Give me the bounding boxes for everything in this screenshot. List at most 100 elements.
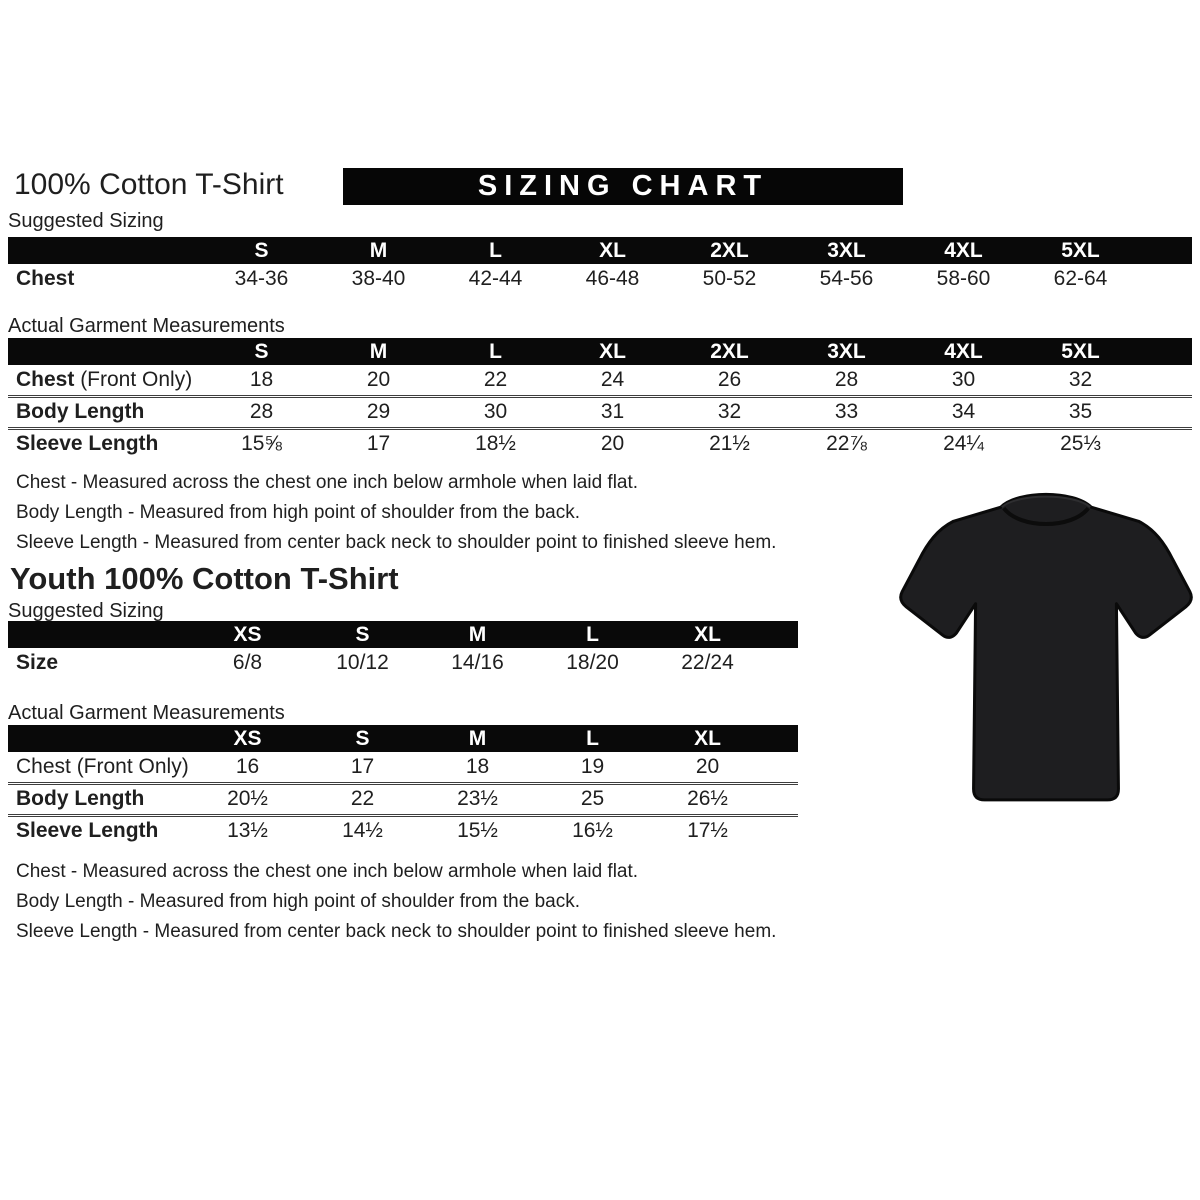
row-fill xyxy=(765,648,798,678)
youth-section-title: Youth 100% Cotton T-Shirt xyxy=(10,561,399,596)
size-column-header: XL xyxy=(694,623,721,646)
measurement-note: Chest - Measured across the chest one in… xyxy=(16,472,639,493)
adult-sleeve-length-row: Sleeve Length 15⅝ 17 18½ 20 21½ 22⅞ 24¼ … xyxy=(8,427,1192,459)
value-cell: 32 xyxy=(1068,368,1093,391)
row-label: Sleeve Length xyxy=(16,432,159,455)
row-label: Chest xyxy=(16,267,75,290)
value-cell: 18/20 xyxy=(566,651,619,674)
youth-actual-measurements-label: Actual Garment Measurements xyxy=(8,702,285,724)
size-column-header: L xyxy=(586,623,599,646)
size-column-header: L xyxy=(489,239,502,262)
measurement-note: Sleeve Length - Measured from center bac… xyxy=(16,921,777,942)
value-cell: 25 xyxy=(580,787,605,810)
value-cell: 31 xyxy=(600,400,625,423)
value-cell: 35 xyxy=(1068,400,1093,423)
youth-sleeve-length-row: Sleeve Length 13½ 14½ 15½ 16½ 17½ xyxy=(8,814,798,846)
value-cell: 58-60 xyxy=(936,267,991,290)
value-cell: 34-36 xyxy=(234,267,289,290)
row-label: Size xyxy=(16,651,59,674)
row-fill xyxy=(765,817,798,846)
size-column-header: M xyxy=(468,727,487,750)
adult-actual-measurements-label: Actual Garment Measurements xyxy=(8,315,285,337)
adult-body-length-row: Body Length 28 29 30 31 32 33 34 35 xyxy=(8,395,1192,427)
measurement-note: Body Length - Measured from high point o… xyxy=(16,502,580,523)
value-cell: 54-56 xyxy=(819,267,874,290)
value-cell: 20½ xyxy=(227,787,268,810)
value-cell: 23½ xyxy=(457,787,498,810)
row-label: Chest (Front Only) xyxy=(16,755,189,778)
value-cell: 22 xyxy=(350,787,375,810)
size-column-header: XL xyxy=(599,239,626,262)
value-cell: 28 xyxy=(249,400,274,423)
measurement-note: Chest - Measured across the chest one in… xyxy=(16,861,639,882)
value-cell: 24 xyxy=(600,368,625,391)
value-cell: 30 xyxy=(483,400,508,423)
size-column-header: XS xyxy=(233,623,262,646)
black-tshirt-image xyxy=(895,477,1197,815)
value-cell: 26 xyxy=(717,368,742,391)
row-fill xyxy=(1139,365,1192,395)
value-cell: 21½ xyxy=(709,432,750,455)
value-cell: 42-44 xyxy=(468,267,523,290)
row-label: Body Length xyxy=(16,787,145,810)
value-cell: 34 xyxy=(951,400,976,423)
value-cell: 18 xyxy=(465,755,490,778)
size-column-header: XS xyxy=(233,727,262,750)
size-column-header: XL xyxy=(694,727,721,750)
youth-suggested-header-row: XS S M L XL xyxy=(8,621,798,648)
value-cell: 22/24 xyxy=(681,651,734,674)
value-cell: 20 xyxy=(366,368,391,391)
size-column-header: 2XL xyxy=(710,239,749,262)
row-label: Chest (Front Only) xyxy=(16,368,193,391)
header-spacer xyxy=(8,725,190,752)
value-cell: 13½ xyxy=(227,819,268,842)
adult-chest-row: Chest 34-36 38-40 42-44 46-48 50-52 54-5… xyxy=(8,264,1192,294)
adult-chest-front-row: Chest (Front Only) 18 20 22 24 26 28 30 … xyxy=(8,365,1192,395)
size-column-header: 4XL xyxy=(944,340,983,363)
measurement-note: Sleeve Length - Measured from center bac… xyxy=(16,532,777,553)
value-cell: 33 xyxy=(834,400,859,423)
sizing-chart-banner: SIZING CHART xyxy=(343,168,903,205)
value-cell: 14/16 xyxy=(451,651,504,674)
value-cell: 50-52 xyxy=(702,267,757,290)
value-cell: 16 xyxy=(235,755,260,778)
value-cell: 17½ xyxy=(687,819,728,842)
value-cell: 26½ xyxy=(687,787,728,810)
header-spacer xyxy=(8,621,190,648)
value-cell: 22⅞ xyxy=(826,432,867,455)
header-fill xyxy=(765,725,798,752)
value-cell: 17 xyxy=(366,432,391,455)
value-cell: 62-64 xyxy=(1053,267,1108,290)
row-label: Sleeve Length xyxy=(16,819,159,842)
row-fill xyxy=(1139,398,1192,427)
value-cell: 6/8 xyxy=(232,651,263,674)
youth-actual-header-row: XS S M L XL xyxy=(8,725,798,752)
row-label: Body Length xyxy=(16,400,145,423)
sizing-chart-content: 100% Cotton T-Shirt SIZING CHART Suggest… xyxy=(8,167,1192,947)
adult-suggested-sizing-label: Suggested Sizing xyxy=(8,210,164,232)
adult-measurement-notes: Chest - Measured across the chest one in… xyxy=(8,468,1192,558)
size-column-header: L xyxy=(586,727,599,750)
value-cell: 17 xyxy=(350,755,375,778)
value-cell: 46-48 xyxy=(585,267,640,290)
value-cell: 15⅝ xyxy=(241,432,282,455)
adult-actual-header-row: S M L XL 2XL 3XL 4XL 5XL xyxy=(8,338,1192,365)
size-column-header: S xyxy=(254,239,269,262)
size-column-header: 3XL xyxy=(827,239,866,262)
size-column-header: M xyxy=(468,623,487,646)
value-cell: 28 xyxy=(834,368,859,391)
value-cell: 14½ xyxy=(342,819,383,842)
row-fill xyxy=(1139,430,1192,459)
youth-chest-front-row: Chest (Front Only) 16 17 18 19 20 xyxy=(8,752,798,782)
value-cell: 22 xyxy=(483,368,508,391)
size-column-header: S xyxy=(355,727,370,750)
value-cell: 18½ xyxy=(475,432,516,455)
value-cell: 24¼ xyxy=(943,432,984,455)
size-column-header: M xyxy=(369,239,388,262)
size-column-header: 3XL xyxy=(827,340,866,363)
value-cell: 20 xyxy=(695,755,720,778)
row-fill xyxy=(765,752,798,782)
row-fill xyxy=(765,785,798,814)
adult-suggested-header-row: S M L XL 2XL 3XL 4XL 5XL xyxy=(8,237,1192,264)
